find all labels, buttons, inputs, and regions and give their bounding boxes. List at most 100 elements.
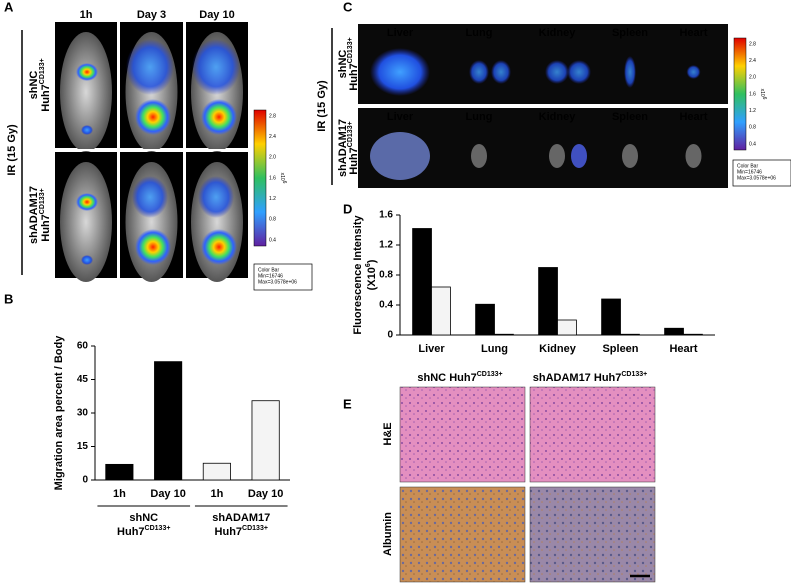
signal [201, 229, 237, 265]
organ-label: Spleen [612, 111, 648, 123]
bar [494, 333, 514, 336]
treatment-label: IR (15 Gy) [6, 124, 18, 176]
superscript: CD133+ [347, 37, 354, 63]
cell-name: Huh7 [594, 372, 622, 384]
x-tick-label: Kidney [539, 343, 577, 355]
x-tick-label: 1h [113, 488, 126, 500]
cell-line: Huh7CD133+ [39, 188, 52, 241]
bar [557, 319, 577, 336]
x-tick-label: Heart [669, 343, 697, 355]
superscript: CD133+ [621, 371, 647, 378]
panel-letter: E [343, 396, 352, 411]
y-tick-label: 1.2 [379, 240, 393, 251]
histology-image [399, 386, 526, 483]
unit: (X10 [366, 267, 378, 290]
histology-image [399, 486, 526, 583]
colorbar-tick: 0.4 [269, 237, 276, 243]
cell-name: Huh7 [40, 84, 52, 112]
organ-label: Kidney [539, 111, 577, 123]
cell-name: Huh7 [348, 63, 360, 91]
colorbar-unit: x106 [279, 173, 287, 184]
unit-end: ) [366, 259, 378, 263]
column-header: shNC Huh7CD133+ [417, 371, 502, 384]
column-header: Day 10 [199, 9, 234, 21]
colorbar-tick: 0.4 [749, 141, 756, 147]
signal [81, 255, 93, 265]
signal [192, 39, 240, 95]
signal [135, 229, 171, 265]
organ [686, 65, 701, 79]
y-axis-label: Fluorescence Intensity [352, 215, 364, 335]
colorbar-tick: 1.2 [269, 196, 276, 202]
colorbar-tick: 2.4 [749, 58, 756, 64]
colorbar-tick: 1.2 [749, 108, 756, 114]
colorbar-note: Min=16746 [258, 273, 283, 279]
colorbar-tick: 0.8 [269, 217, 276, 223]
x-tick-label: Day 10 [248, 488, 283, 500]
row-label: shNC [28, 71, 40, 100]
unit: x10 [759, 89, 765, 97]
organ-label: Liver [387, 27, 414, 39]
bar [202, 462, 231, 481]
organ [469, 60, 489, 84]
organ-label: Lung [466, 111, 493, 123]
row-label: shADAM17 [28, 186, 40, 244]
y-tick-label: 0 [387, 330, 393, 341]
name: shNC [417, 372, 446, 384]
row-label: H&E [382, 422, 394, 445]
unit-sup: 6 [761, 97, 767, 100]
organ [471, 144, 487, 168]
mouse-body [60, 32, 112, 152]
cell-name: Huh7 [449, 372, 477, 384]
organ [549, 144, 565, 168]
signal [198, 176, 234, 218]
colorbar-tick: 2.8 [269, 113, 276, 119]
organ [571, 144, 587, 168]
organ [370, 48, 430, 96]
row-label: shADAM17 [337, 119, 349, 177]
colorbar-note: Max=3.0578e+06 [737, 175, 776, 181]
colorbar-tick: 0.8 [749, 125, 756, 131]
signal [81, 125, 93, 135]
organ-label: Kidney [539, 27, 577, 39]
mouse-body [60, 162, 112, 282]
organ-label: Lung [466, 27, 493, 39]
signal [201, 99, 237, 135]
cell-line: Huh7CD133+ [215, 525, 268, 538]
bar [475, 303, 495, 336]
panel-letter: C [343, 0, 353, 14]
unit-sup: 6 [365, 263, 372, 267]
y-tick-label: 15 [77, 441, 89, 452]
bar [154, 361, 183, 481]
bar [431, 286, 451, 336]
colorbar-tick: 1.6 [269, 175, 276, 181]
cell-name: Huh7 [215, 526, 243, 538]
x-tick-label: 1h [210, 488, 223, 500]
colorbar-tick: 2.0 [269, 155, 276, 161]
colorbar-note: Color Bar [258, 267, 279, 273]
cell-line: Huh7CD133+ [39, 58, 52, 111]
organ [685, 144, 702, 168]
name: shADAM17 [533, 372, 591, 384]
organ [491, 60, 511, 84]
signal [76, 193, 98, 211]
superscript: CD133+ [39, 188, 46, 214]
unit: x10 [279, 173, 285, 181]
cell-name: Huh7 [348, 147, 360, 175]
superscript: CD133+ [39, 58, 46, 84]
x-tick-label: Liver [418, 343, 445, 355]
superscript: CD133+ [477, 371, 503, 378]
bar [620, 333, 640, 336]
signal [76, 63, 98, 81]
y-tick-label: 1.6 [379, 210, 393, 221]
colorbar-tick: 2.8 [749, 41, 756, 47]
colorbar-note: Min=16746 [737, 169, 762, 175]
superscript: CD133+ [347, 121, 354, 147]
colorbar-note: Max=3.0578e+06 [258, 279, 297, 285]
bar [412, 228, 432, 336]
histology-image [529, 486, 656, 583]
colorbar [733, 37, 747, 151]
group-label: shADAM17 [212, 512, 270, 524]
organ-label: Heart [679, 27, 707, 39]
